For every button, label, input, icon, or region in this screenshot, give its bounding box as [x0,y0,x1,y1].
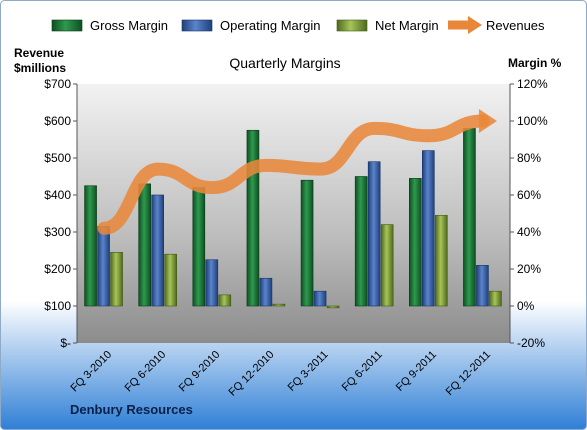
left-tick-label: $100 [44,299,71,313]
bar-gross-margin [138,183,151,307]
bar-gross-margin [84,185,97,307]
bar-net-margin [272,303,286,307]
left-axis-label-line2: $millions [14,61,66,75]
bar-gross-margin [409,178,422,307]
bar-gross-margin [463,128,476,307]
right-axis: -20% 0% 20% 40% 60% 80% 100% 120% [509,77,548,350]
left-tick-label: $200 [44,262,71,276]
chart-title: Quarterly Margins [229,55,340,71]
bar-operating-margin [205,259,219,307]
bar-operating-margin [259,277,273,307]
bar-net-margin [218,294,232,307]
left-tick-label: $400 [44,188,71,202]
bar-net-margin [164,253,177,307]
legend: Gross Margin Operating Margin Net Margin Re… [51,16,545,34]
bars [84,128,502,309]
legend-swatch-gross-margin [51,19,83,32]
right-tick-label: 60% [517,188,541,202]
legend-swatch-operating-margin [181,19,213,32]
bar-net-margin [326,305,340,309]
right-axis-label: Margin % [508,56,562,70]
bar-gross-margin [246,129,260,307]
left-axis-label-line1: Revenue [14,46,64,60]
legend-arrow-revenues [468,16,482,34]
right-tick-label: 40% [517,225,541,239]
right-tick-label: 0% [517,299,535,313]
bar-operating-margin [97,226,110,307]
bar-net-margin [489,290,502,307]
right-tick-label: 80% [517,151,541,165]
legend-label-operating-margin: Operating Margin [220,18,320,33]
left-tick-label: $- [60,336,71,350]
revenue-line [97,109,497,235]
legend-label-revenues: Revenues [486,18,545,33]
bar-gross-margin [192,187,206,307]
bar-gross-margin [300,179,314,307]
right-tick-label: 100% [517,114,548,128]
revenue-series-line [97,114,490,235]
left-axis: $- $100 $200 $300 $400 $500 $600 $700 [44,77,78,350]
bar-operating-margin [476,264,489,307]
bar-net-margin [110,252,123,307]
left-tick-label: $300 [44,225,71,239]
right-tick-label: 20% [517,262,541,276]
right-tick-label: -20% [517,336,545,350]
legend-label-gross-margin: Gross Margin [90,18,168,33]
bar-operating-margin [313,290,327,307]
bar-net-margin [380,224,394,307]
left-tick-label: $600 [44,114,71,128]
bar-operating-margin [422,150,435,307]
legend-label-net-margin: Net Margin [375,18,439,33]
legend-swatch-net-margin [336,19,368,32]
bar-net-margin [435,215,448,307]
revenue-arrow-head [478,109,497,133]
company-name: Denbury Resources [70,402,193,417]
bar-gross-margin [354,176,368,307]
right-tick-label: 120% [517,77,548,91]
left-tick-label: $700 [44,77,71,91]
bar-operating-margin [367,161,381,307]
bar-operating-margin [151,194,164,307]
left-tick-label: $500 [44,151,71,165]
